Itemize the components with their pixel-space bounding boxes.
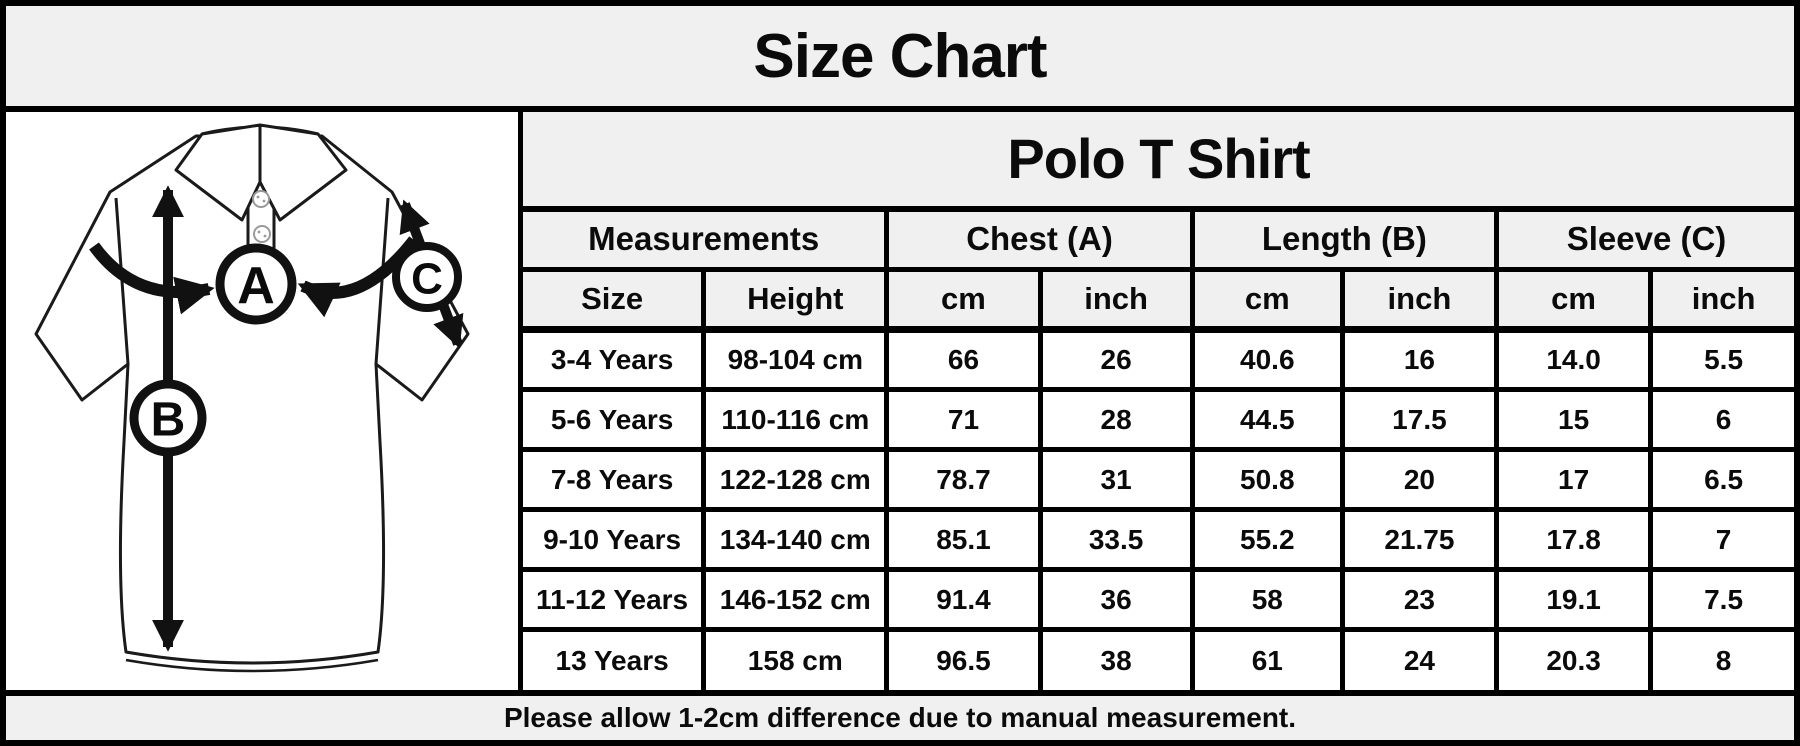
table-cell: 19.1 bbox=[1493, 567, 1654, 633]
table-cell: 71 bbox=[884, 387, 1043, 453]
table-row: 11-12 Years 146-152 cm 91.4 36 58 23 19.… bbox=[517, 567, 1794, 633]
table-cell: 85.1 bbox=[884, 507, 1043, 573]
polo-shirt-diagram: A B C bbox=[6, 112, 518, 690]
subheader-chest-inch: inch bbox=[1037, 267, 1195, 334]
table-cell: 20 bbox=[1339, 447, 1500, 513]
subheader-height: Height bbox=[701, 267, 890, 334]
size-table: Polo T Shirt Measurements Chest (A) Leng… bbox=[517, 112, 1794, 690]
table-row: Measurements Chest (A) Length (B) Sleeve… bbox=[517, 206, 1794, 273]
table-cell: 91.4 bbox=[884, 567, 1043, 633]
size-table-panel: Polo T Shirt Measurements Chest (A) Leng… bbox=[517, 112, 1794, 690]
table-cell: 7 bbox=[1648, 507, 1794, 573]
table-cell: 21.75 bbox=[1339, 507, 1500, 573]
polo-shirt-illustration: A B C bbox=[34, 123, 470, 673]
table-row: 7-8 Years 122-128 cm 78.7 31 50.8 20 17 … bbox=[517, 447, 1794, 513]
subheader-sleeve-inch: inch bbox=[1648, 267, 1794, 334]
table-row: 3-4 Years 98-104 cm 66 26 40.6 16 14.0 5… bbox=[517, 327, 1794, 393]
table-title: Polo T Shirt bbox=[518, 112, 1794, 212]
group-header-chest: Chest (A) bbox=[884, 206, 1195, 273]
page-title: Size Chart bbox=[6, 6, 1794, 112]
table-cell: 98-104 cm bbox=[701, 327, 890, 393]
table-cell: 5-6 Years bbox=[517, 387, 707, 453]
label-c: C bbox=[411, 255, 443, 304]
table-cell: 5.5 bbox=[1648, 327, 1794, 393]
subheader-chest-cm: cm bbox=[884, 267, 1043, 334]
subheader-size: Size bbox=[517, 267, 707, 334]
table-cell: 58 bbox=[1189, 567, 1345, 633]
subheader-sleeve-cm: cm bbox=[1493, 267, 1654, 334]
table-cell: 61 bbox=[1189, 627, 1345, 690]
table-cell: 6 bbox=[1648, 387, 1794, 453]
subheader-length-cm: cm bbox=[1189, 267, 1345, 334]
table-cell: 24 bbox=[1339, 627, 1500, 690]
table-cell: 23 bbox=[1339, 567, 1500, 633]
table-row: 13 Years 158 cm 96.5 38 61 24 20.3 8 bbox=[517, 627, 1794, 690]
table-cell: 15 bbox=[1493, 387, 1654, 453]
table-cell: 20.3 bbox=[1493, 627, 1654, 690]
table-cell: 146-152 cm bbox=[701, 567, 890, 633]
table-cell: 78.7 bbox=[884, 447, 1043, 513]
table-row: Size Height cm inch cm inch cm inch bbox=[517, 267, 1794, 334]
group-header-length: Length (B) bbox=[1189, 206, 1500, 273]
table-cell: 17.5 bbox=[1339, 387, 1500, 453]
table-cell: 7.5 bbox=[1648, 567, 1794, 633]
label-a-badge: A bbox=[215, 243, 297, 325]
table-cell: 14.0 bbox=[1493, 327, 1654, 393]
table-cell: 31 bbox=[1037, 447, 1195, 513]
subheader-length-inch: inch bbox=[1339, 267, 1500, 334]
table-cell: 9-10 Years bbox=[517, 507, 707, 573]
table-row: 5-6 Years 110-116 cm 71 28 44.5 17.5 15 … bbox=[517, 387, 1794, 453]
table-cell: 3-4 Years bbox=[517, 327, 707, 393]
table-cell: 122-128 cm bbox=[701, 447, 890, 513]
table-cell: 40.6 bbox=[1189, 327, 1345, 393]
table-cell: 44.5 bbox=[1189, 387, 1345, 453]
label-b: B bbox=[151, 394, 186, 447]
table-cell: 13 Years bbox=[517, 627, 707, 690]
table-row: Polo T Shirt bbox=[518, 112, 1794, 212]
table-cell: 17.8 bbox=[1493, 507, 1654, 573]
table-cell: 6.5 bbox=[1648, 447, 1794, 513]
button bbox=[253, 225, 271, 243]
table-cell: 96.5 bbox=[884, 627, 1043, 690]
group-header-measurements: Measurements bbox=[517, 206, 890, 273]
content-area: A B C bbox=[6, 112, 1794, 690]
button bbox=[252, 190, 270, 208]
table-row: 9-10 Years 134-140 cm 85.1 33.5 55.2 21.… bbox=[517, 507, 1794, 573]
table-cell: 50.8 bbox=[1189, 447, 1345, 513]
label-b-badge: B bbox=[129, 379, 207, 457]
table-cell: 28 bbox=[1037, 387, 1195, 453]
table-cell: 17 bbox=[1493, 447, 1654, 513]
table-cell: 38 bbox=[1037, 627, 1195, 690]
footer-note: Please allow 1-2cm difference due to man… bbox=[6, 690, 1794, 740]
table-cell: 110-116 cm bbox=[701, 387, 890, 453]
group-header-sleeve: Sleeve (C) bbox=[1494, 206, 1794, 273]
table-cell: 7-8 Years bbox=[517, 447, 707, 513]
table-cell: 36 bbox=[1037, 567, 1195, 633]
table-cell: 26 bbox=[1037, 327, 1195, 393]
table-cell: 8 bbox=[1648, 627, 1794, 690]
table-cell: 158 cm bbox=[701, 627, 890, 690]
label-c-badge: C bbox=[392, 242, 462, 312]
table-cell: 33.5 bbox=[1037, 507, 1195, 573]
table-cell: 55.2 bbox=[1189, 507, 1345, 573]
table-cell: 16 bbox=[1339, 327, 1500, 393]
table-cell: 11-12 Years bbox=[517, 567, 707, 633]
shirt-outline bbox=[34, 134, 470, 673]
label-a: A bbox=[237, 257, 275, 315]
table-cell: 134-140 cm bbox=[701, 507, 890, 573]
table-cell: 66 bbox=[884, 327, 1043, 393]
